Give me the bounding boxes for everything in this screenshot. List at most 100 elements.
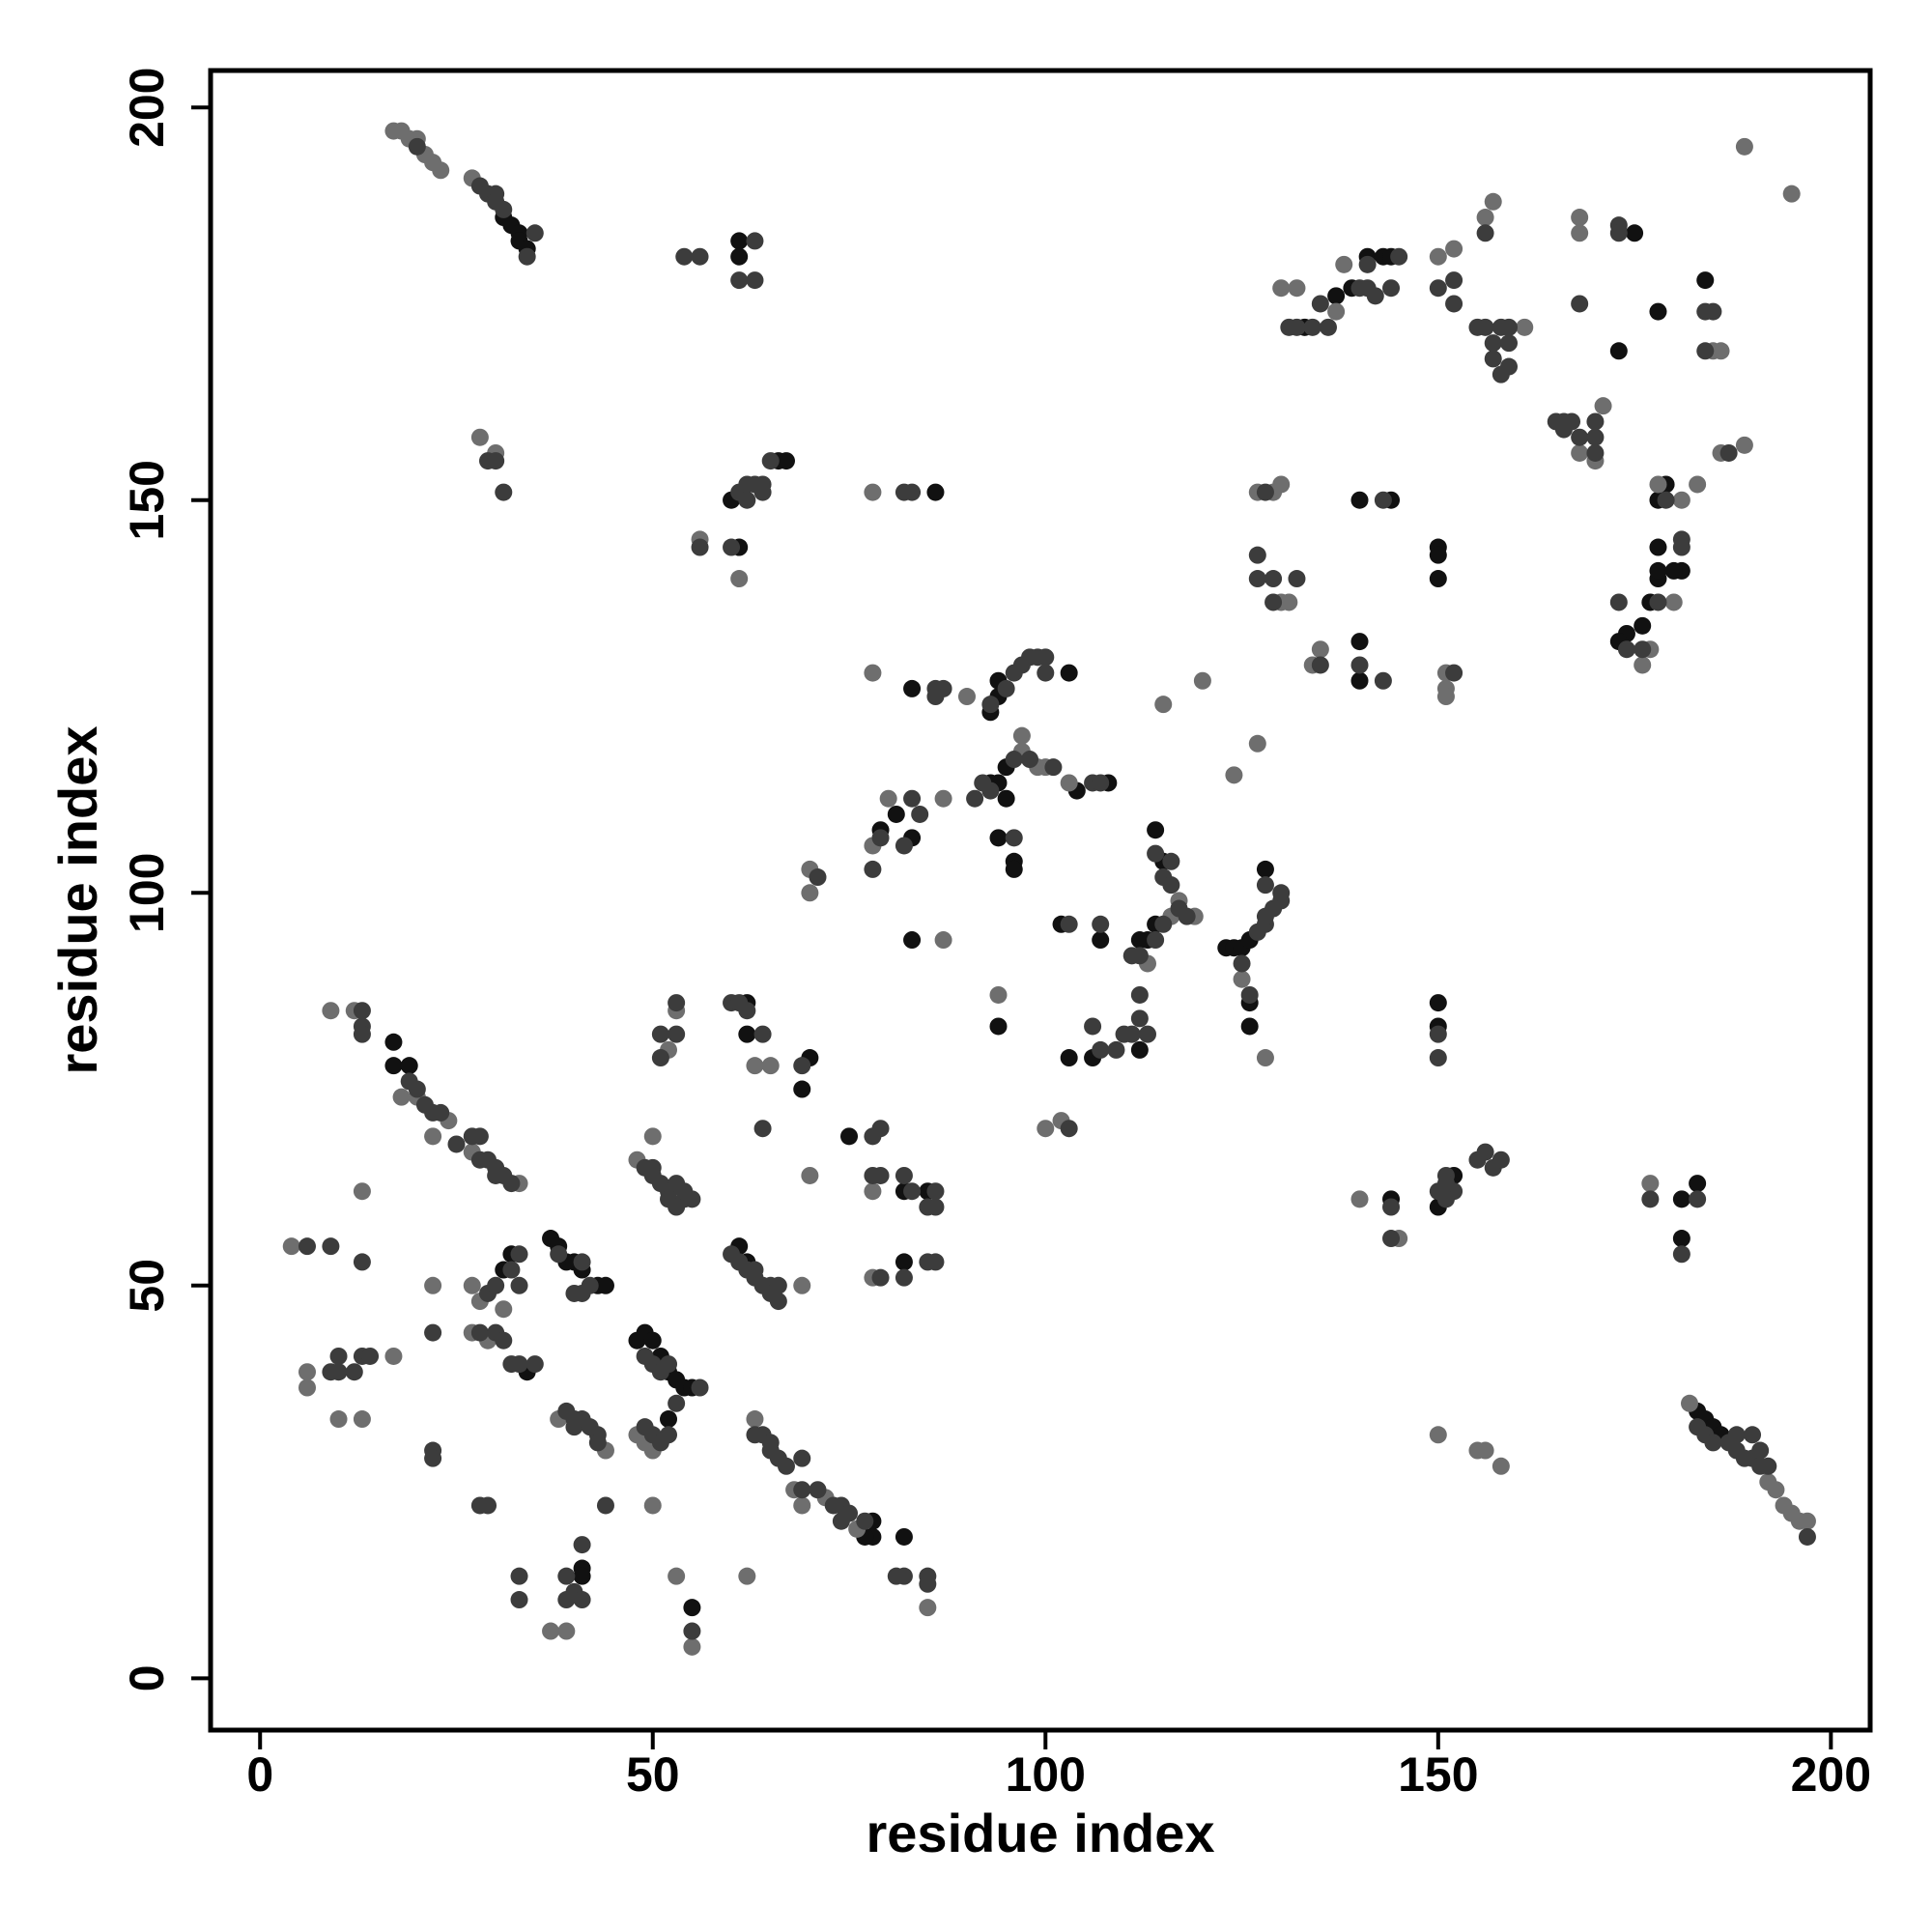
point — [1154, 696, 1173, 714]
point — [510, 1567, 528, 1585]
point — [1484, 334, 1502, 353]
point — [871, 829, 890, 847]
point — [1335, 255, 1353, 273]
point — [1358, 255, 1377, 273]
point — [793, 1276, 811, 1294]
point — [1476, 1441, 1494, 1460]
point — [463, 1276, 481, 1294]
point — [1037, 648, 1055, 667]
point — [738, 1002, 756, 1020]
point — [329, 1410, 348, 1429]
point — [871, 1268, 890, 1287]
point — [903, 1182, 922, 1201]
point — [1288, 570, 1306, 588]
point — [1476, 318, 1494, 336]
point — [495, 483, 513, 501]
point — [1374, 671, 1392, 690]
point — [1719, 443, 1738, 462]
y-tick-label: 150 — [120, 460, 174, 540]
point — [1233, 970, 1251, 988]
point — [1350, 1190, 1369, 1208]
point — [753, 475, 772, 494]
point — [1154, 915, 1173, 933]
point — [322, 1002, 340, 1020]
point — [1657, 491, 1675, 509]
point — [957, 688, 976, 706]
point — [298, 1378, 317, 1397]
point — [1005, 829, 1023, 847]
point — [989, 985, 1008, 1004]
plot-frame — [208, 68, 1873, 1733]
point — [1060, 1120, 1078, 1138]
point — [424, 1127, 442, 1146]
point — [1429, 1049, 1447, 1067]
point — [1672, 538, 1690, 556]
point — [1436, 688, 1455, 706]
point — [1382, 1230, 1401, 1248]
point — [809, 868, 827, 887]
point — [989, 829, 1008, 847]
point — [1429, 247, 1447, 266]
point — [840, 1504, 859, 1522]
point — [1704, 302, 1722, 321]
point — [746, 271, 764, 290]
point — [1571, 443, 1589, 462]
point — [1689, 1175, 1707, 1193]
point — [887, 805, 905, 823]
point — [683, 1637, 701, 1656]
point — [1735, 137, 1753, 156]
point — [1021, 751, 1039, 769]
point — [1782, 185, 1801, 203]
point — [1178, 907, 1196, 925]
point — [470, 428, 489, 446]
point — [557, 1622, 576, 1640]
x-tick-label: 200 — [1791, 1747, 1871, 1802]
point — [329, 1363, 348, 1381]
point — [1122, 1025, 1141, 1043]
point — [1429, 546, 1447, 564]
point — [526, 1355, 544, 1374]
point — [1256, 483, 1274, 501]
point — [1374, 491, 1392, 509]
point — [1240, 985, 1259, 1004]
point — [1264, 570, 1283, 588]
point — [470, 1127, 489, 1146]
point — [1727, 1426, 1746, 1444]
point — [746, 232, 764, 250]
point — [384, 1033, 403, 1051]
point — [926, 1198, 945, 1216]
point — [329, 1347, 348, 1365]
point — [1225, 766, 1243, 784]
point — [926, 688, 945, 706]
point — [1649, 302, 1667, 321]
point — [542, 1622, 560, 1640]
point — [1319, 318, 1337, 336]
point — [895, 1567, 913, 1585]
point — [1641, 1175, 1660, 1193]
point — [408, 137, 426, 156]
point — [510, 1355, 528, 1374]
point — [1492, 1151, 1510, 1169]
point — [1798, 1527, 1816, 1546]
point — [1311, 656, 1329, 674]
point — [322, 1237, 340, 1256]
point — [510, 1276, 528, 1294]
point — [1617, 640, 1635, 659]
point — [989, 1017, 1008, 1036]
point — [934, 931, 952, 950]
point — [1130, 947, 1149, 965]
point — [282, 1237, 300, 1256]
point — [871, 1120, 890, 1138]
y-axis-label: residue index — [47, 725, 108, 1074]
point — [557, 1567, 576, 1585]
point — [1594, 397, 1612, 415]
point — [424, 1449, 442, 1467]
point — [565, 1284, 583, 1302]
point — [668, 1394, 686, 1412]
point — [1704, 1434, 1722, 1452]
point — [997, 789, 1015, 808]
point — [777, 452, 795, 470]
point — [1130, 985, 1149, 1004]
point — [479, 1496, 497, 1515]
point — [1248, 570, 1266, 588]
